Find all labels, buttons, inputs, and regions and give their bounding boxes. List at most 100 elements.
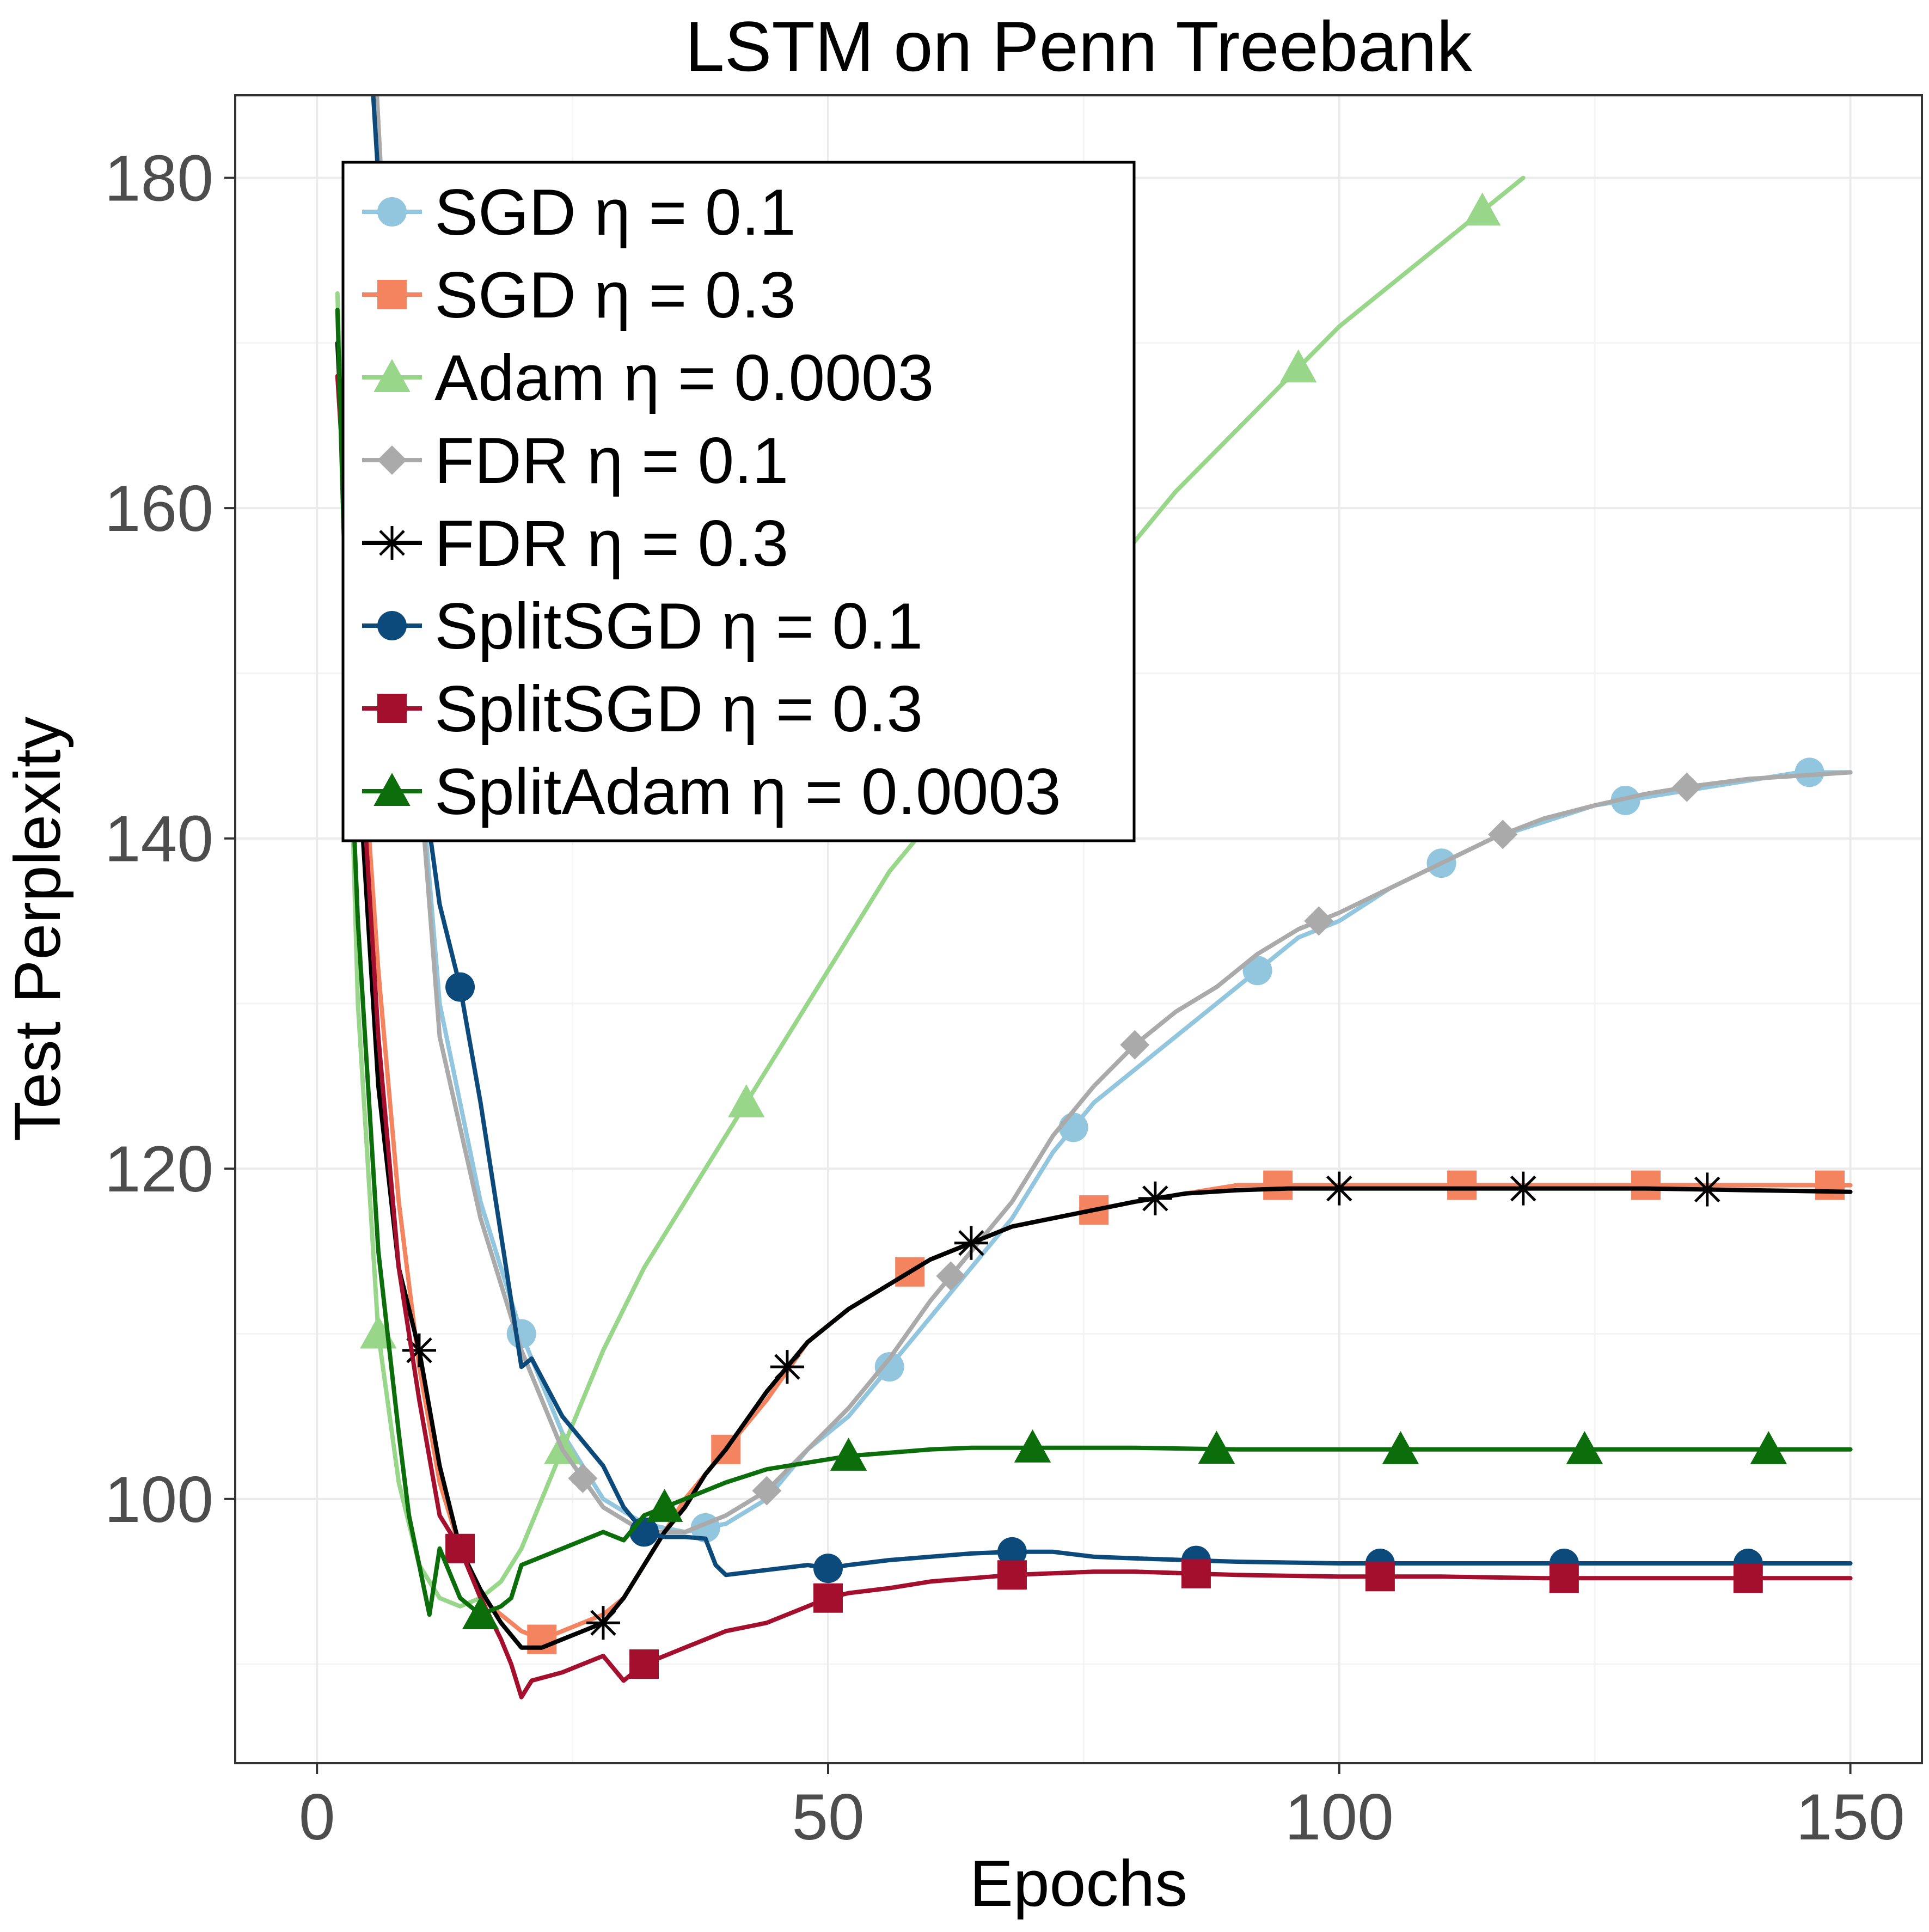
data-point: [1488, 820, 1518, 849]
data-point: [1014, 1429, 1051, 1463]
data-point: [997, 1537, 1027, 1567]
data-point: [1506, 1171, 1540, 1206]
asterisk-stroke: [958, 1230, 984, 1256]
legend: SGD η = 0.1 SGD η = 0.3 Adam η = 0.0003 FDR…: [341, 161, 1136, 842]
data-point: [462, 1596, 499, 1630]
data-point: [1733, 1563, 1763, 1593]
y-tick-label: 160: [105, 472, 213, 545]
y-axis-title: Test Perplexity: [1, 717, 74, 1141]
data-point: [586, 1606, 620, 1640]
data-point: [1058, 1112, 1088, 1142]
series-line: [375, 95, 1853, 1534]
data-point: [770, 1350, 804, 1384]
legend-item: SplitAdam η = 0.0003: [362, 755, 1061, 828]
data-point: [728, 1084, 765, 1117]
x-tick-label: 50: [792, 1781, 864, 1854]
data-point: [377, 611, 407, 640]
plot-border: [234, 94, 1923, 1764]
data-point: [1279, 349, 1317, 383]
legend-label: SplitSGD η = 0.1: [434, 590, 923, 663]
axes: 0 50 100 150 100 120 140 160 180: [105, 142, 1905, 1854]
legend-label: SplitSGD η = 0.3: [434, 672, 923, 745]
data-point: [1690, 1172, 1724, 1207]
legend-item: SplitSGD η = 0.1: [362, 590, 923, 663]
series-line: [371, 95, 1853, 1578]
legend-item: Adam η = 0.0003: [362, 341, 934, 414]
legend-item: SGD η = 0.1: [362, 176, 796, 249]
y-tick-label: 140: [105, 803, 213, 876]
data-point: [1382, 1431, 1419, 1464]
legend-label: FDR η = 0.3: [434, 507, 788, 580]
data-point: [377, 280, 407, 309]
legend-item: FDR η = 0.3: [362, 507, 788, 580]
series-4: [375, 95, 1853, 1534]
data-point: [1672, 772, 1702, 802]
data-point: [1795, 757, 1824, 787]
chart-title: LSTM on Penn Treebank: [685, 7, 1472, 86]
data-point: [1631, 1170, 1661, 1200]
legend-label: SGD η = 0.3: [434, 259, 796, 332]
data-point: [377, 445, 407, 475]
x-tick-label: 0: [299, 1781, 335, 1854]
data-point: [445, 1533, 475, 1563]
x-tick-label: 150: [1796, 1781, 1904, 1854]
series-layer: [335, 95, 1853, 1699]
asterisk-stroke: [590, 1610, 616, 1636]
data-point: [1750, 1431, 1787, 1464]
data-point: [1365, 1562, 1395, 1592]
data-point: [646, 1489, 683, 1522]
y-tick-label: 180: [105, 142, 213, 215]
data-point: [936, 1261, 966, 1291]
series-line: [375, 95, 1853, 1534]
data-point: [377, 694, 407, 723]
data-point: [813, 1554, 843, 1583]
data-point: [629, 1649, 659, 1679]
data-point: [1815, 1170, 1845, 1200]
data-point: [874, 1352, 904, 1382]
data-point: [997, 1560, 1027, 1590]
legend-label: Adam η = 0.0003: [434, 341, 934, 414]
x-axis-title: Epochs: [970, 1847, 1187, 1920]
asterisk-stroke: [774, 1354, 800, 1380]
y-tick-label: 120: [105, 1133, 213, 1206]
legend-item: FDR η = 0.1: [362, 424, 788, 497]
data-point: [830, 1438, 867, 1471]
data-point: [1566, 1431, 1603, 1464]
data-point: [1138, 1181, 1172, 1215]
data-point: [1447, 1170, 1477, 1200]
data-point: [1263, 1170, 1293, 1200]
data-point: [373, 773, 411, 806]
data-point: [375, 525, 409, 560]
y-tick-label: 100: [105, 1463, 213, 1536]
data-point: [813, 1583, 843, 1613]
data-point: [360, 1315, 397, 1349]
data-point: [1304, 906, 1334, 936]
data-point: [402, 1333, 437, 1367]
data-point: [1322, 1171, 1356, 1206]
data-point: [1549, 1563, 1579, 1593]
data-point: [954, 1226, 988, 1260]
asterisk-stroke: [1326, 1175, 1352, 1202]
data-point: [1120, 1030, 1150, 1060]
legend-label: SGD η = 0.1: [434, 176, 796, 249]
x-tick-label: 100: [1285, 1781, 1394, 1854]
data-point: [568, 1463, 598, 1493]
legend-label: SplitAdam η = 0.0003: [434, 755, 1061, 828]
data-point: [1181, 1558, 1211, 1588]
data-point: [445, 972, 475, 1002]
asterisk-stroke: [1142, 1185, 1168, 1212]
legend-box: [341, 161, 1136, 842]
data-point: [752, 1476, 782, 1506]
asterisk-stroke: [1694, 1176, 1720, 1203]
data-point: [1198, 1430, 1235, 1464]
data-point: [1463, 192, 1501, 226]
data-point: [377, 197, 407, 227]
series-7: [335, 374, 1853, 1699]
legend-item: SGD η = 0.3: [362, 259, 796, 332]
series-1: [375, 95, 1853, 1543]
data-point: [373, 359, 411, 392]
series-8: [335, 308, 1853, 1630]
asterisk-stroke: [379, 530, 405, 556]
